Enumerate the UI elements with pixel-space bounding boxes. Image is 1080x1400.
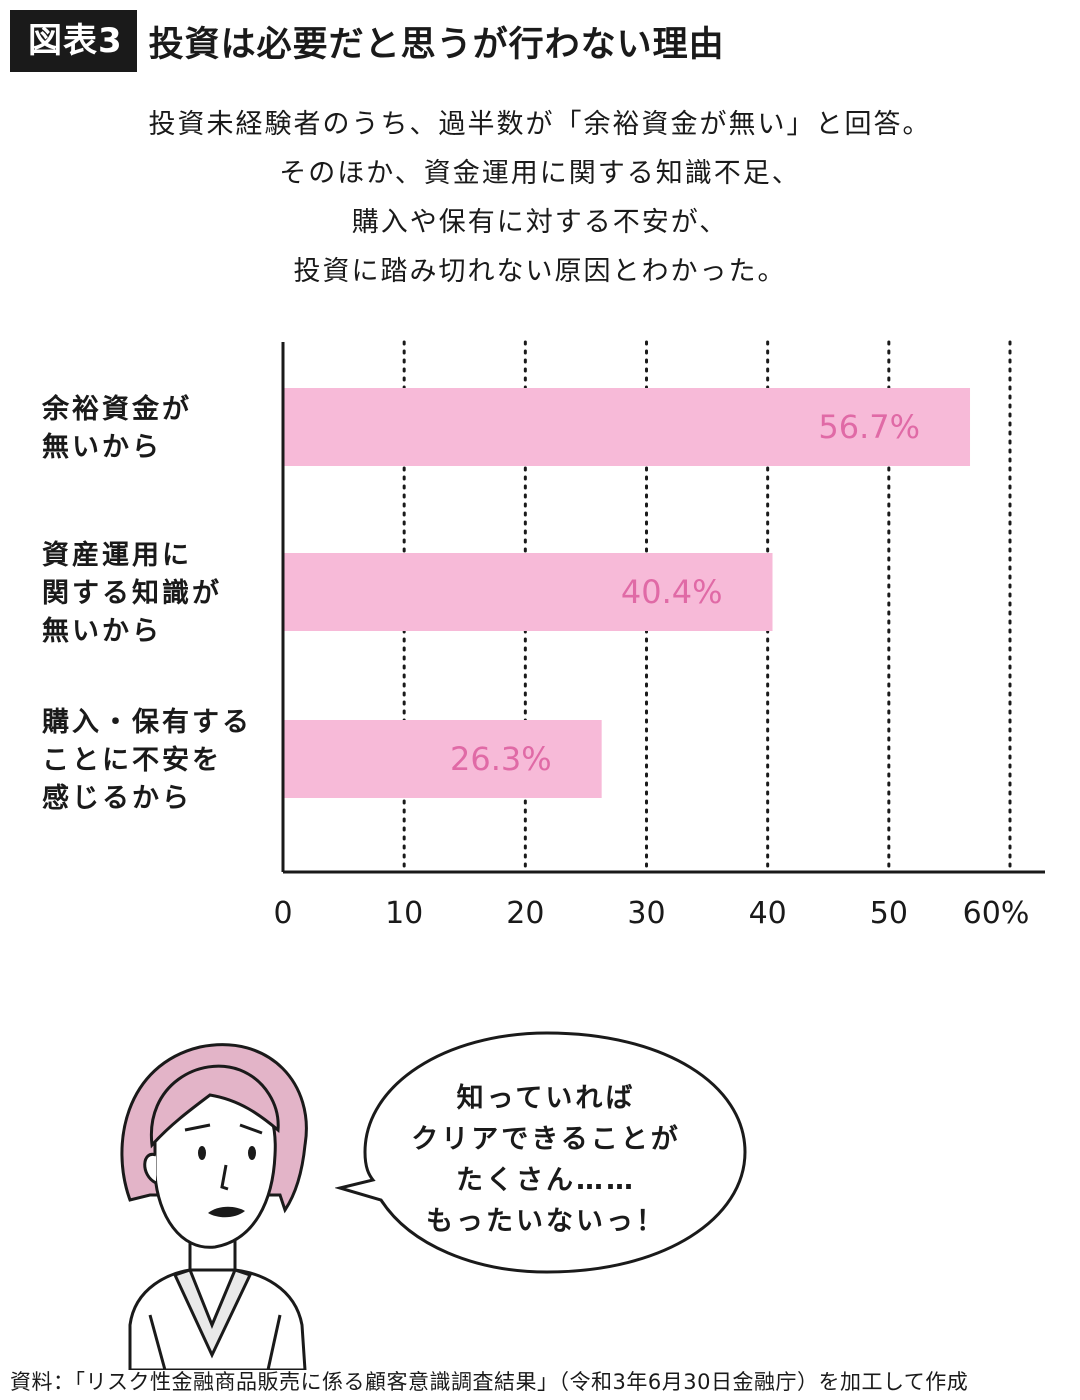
- category-label: 無いから: [42, 432, 162, 463]
- bubble-line: 知っていれば: [456, 1083, 636, 1114]
- category-label: 感じるから: [42, 782, 192, 814]
- category-label: ことに不安を: [42, 745, 222, 776]
- speech-bubble-text: 知っていれば クリアできることが たくさん…… もったいないっ！: [360, 1078, 732, 1242]
- summary-text: 投資未経験者のうち、過半数が「余裕資金が無い」と回答。 そのほか、資金運用に関す…: [0, 100, 1080, 296]
- bubble-line: もったいないっ！: [426, 1206, 666, 1237]
- category-label: 無いから: [42, 616, 162, 647]
- category-label: 資産運用に: [42, 539, 192, 571]
- x-tick-label: 10: [385, 896, 423, 931]
- bubble-line: クリアできることが: [411, 1124, 681, 1155]
- figure-header: 図表3 投資は必要だと思うが行わない理由: [10, 10, 725, 72]
- bar: [283, 388, 971, 466]
- collar: [172, 1268, 253, 1359]
- bubble-line: たくさん……: [456, 1165, 636, 1196]
- summary-line: 投資に踏み切れない原因とわかった。: [293, 256, 787, 287]
- mouth: [208, 1206, 245, 1218]
- figure-title: 投資は必要だと思うが行わない理由: [148, 24, 725, 65]
- bar-value-label: 40.4%: [621, 573, 723, 611]
- x-tick-label: 30: [627, 896, 665, 931]
- category-label: 関する知識が: [42, 577, 222, 609]
- left-eye: [198, 1146, 206, 1160]
- summary-line: 投資未経験者のうち、過半数が「余裕資金が無い」と回答。: [148, 109, 932, 140]
- right-eye: [248, 1146, 256, 1160]
- x-tick-label: 0: [273, 896, 292, 931]
- bar-value-label: 26.3%: [450, 740, 552, 778]
- summary-line: 購入や保有に対する不安が、: [351, 207, 729, 238]
- x-tick-label: 40: [749, 896, 787, 931]
- bangs: [149, 1064, 280, 1149]
- x-tick-label: 50: [870, 896, 908, 931]
- source-note: 資料：「リスク性金融商品販売に係る顧客意識調査結果」（令和3年6月30日金融庁）…: [10, 1370, 969, 1394]
- ear: [143, 1152, 157, 1185]
- x-tick-label: 60%: [963, 896, 1030, 931]
- bar: [283, 720, 602, 798]
- speech-bubble: [335, 1031, 747, 1274]
- bar: [283, 553, 773, 631]
- figure-label: 図表3: [10, 10, 137, 72]
- category-label: 購入・保有する: [42, 707, 252, 738]
- category-label: 余裕資金が: [41, 393, 192, 425]
- bar-value-label: 56.7%: [818, 408, 920, 446]
- woman-illustration: [120, 1043, 308, 1370]
- x-tick-label: 20: [506, 896, 544, 931]
- summary-line: そのほか、資金運用に関する知識不足、: [279, 158, 801, 189]
